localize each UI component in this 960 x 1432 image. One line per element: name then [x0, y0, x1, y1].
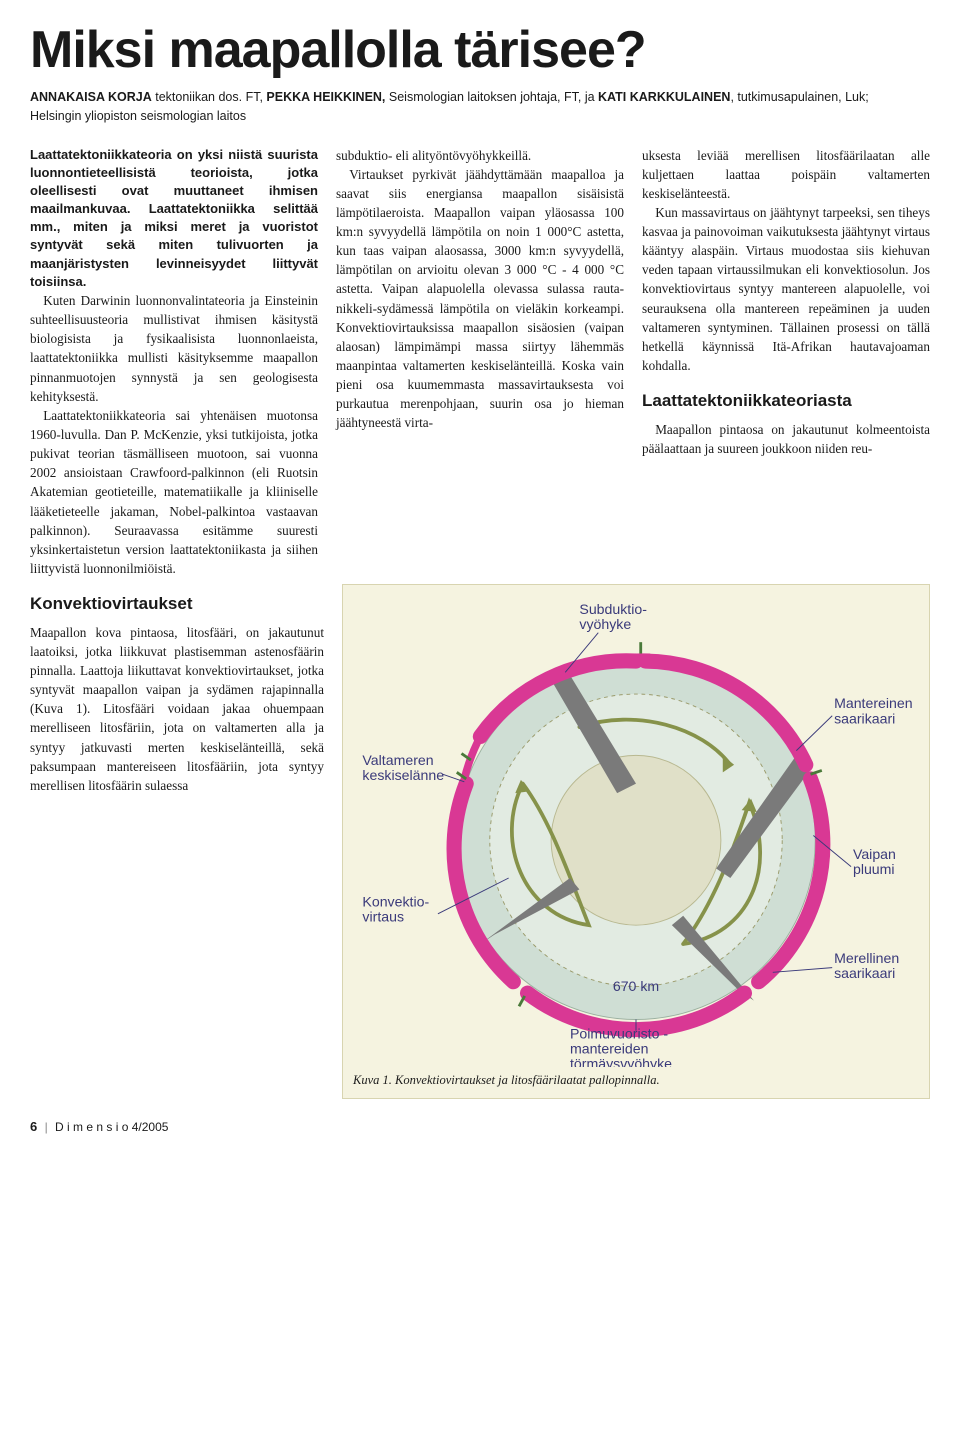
figure-column: 670 km Subduktio-vyöhyke Valtamerenkeski… — [342, 578, 930, 1099]
body-row-lower: Konvektiovirtaukset Maapallon kova pinta… — [30, 578, 930, 1099]
svg-text:Valtamerenkeskiselänne: Valtamerenkeskiselänne — [362, 752, 444, 783]
article-headline: Miksi maapallolla tärisee? — [30, 20, 930, 80]
author-2: PEKKA HEIKKINEN, — [266, 90, 385, 104]
svg-text:Merellinensaarikaari: Merellinensaarikaari — [834, 950, 899, 981]
subhead-konvektio: Konvektiovirtaukset — [30, 592, 324, 617]
col1-p2: Laattatektoniikkateoria sai yhtenäisen m… — [30, 406, 318, 578]
col3-p1: uksesta leviää merellisen litosfäärilaat… — [642, 146, 930, 203]
col2-p2: Virtaukset pyrkivät jäähdyttämään maapal… — [336, 165, 624, 433]
lede: Laattatektoniikkateoria on yksi niistä s… — [30, 146, 318, 292]
col1-p1: Kuten Darwinin luonnonvalintateoria ja E… — [30, 291, 318, 406]
earth-diagram: 670 km Subduktio-vyöhyke Valtamerenkeski… — [353, 595, 919, 1067]
col3-p3: Maapallon pintaosa on jakautunut kolmeen… — [642, 420, 930, 458]
body-columns-top: Laattatektoniikkateoria on yksi niistä s… — [30, 146, 930, 579]
figure-1: 670 km Subduktio-vyöhyke Valtamerenkeski… — [342, 584, 930, 1099]
subhead-laatta: Laattatektoniikkateoriasta — [642, 389, 930, 414]
page-number: 6 — [30, 1119, 37, 1134]
page-footer: 6 | D i m e n s i o 4/2005 — [30, 1119, 930, 1134]
col2-p1: subduktio- eli alityöntövyöhykkeillä. — [336, 146, 624, 165]
author-1-role: tektoniikan dos. FT, — [152, 90, 267, 104]
footer-divider: | — [45, 1120, 48, 1134]
column-1-top: Laattatektoniikkateoria on yksi niistä s… — [30, 146, 318, 579]
column-3: uksesta leviää merellisen litosfäärilaat… — [642, 146, 930, 579]
author-3: KATI KARKKULAINEN — [598, 90, 730, 104]
column-2: subduktio- eli alityöntövyöhykkeillä. Vi… — [336, 146, 624, 579]
byline: ANNAKAISA KORJA tektoniikan dos. FT, PEK… — [30, 88, 885, 126]
column-1-bottom: Konvektiovirtaukset Maapallon kova pinta… — [30, 578, 324, 1099]
figure-caption: Kuva 1. Konvektiovirtaukset ja litosfäär… — [353, 1073, 919, 1088]
author-1: ANNAKAISA KORJA — [30, 90, 152, 104]
col1-p3: Maapallon kova pintaosa, litosfääri, on … — [30, 623, 324, 795]
depth-label: 670 km — [613, 978, 659, 994]
col3-p2: Kun massavirtaus on jäähtynyt tarpeeksi,… — [642, 203, 930, 375]
svg-text:Vaipanpluumi: Vaipanpluumi — [853, 846, 896, 877]
author-2-role: Seismologian laitoksen johtaja, FT, ja — [385, 90, 598, 104]
magazine-issue: D i m e n s i o 4/2005 — [55, 1120, 168, 1134]
